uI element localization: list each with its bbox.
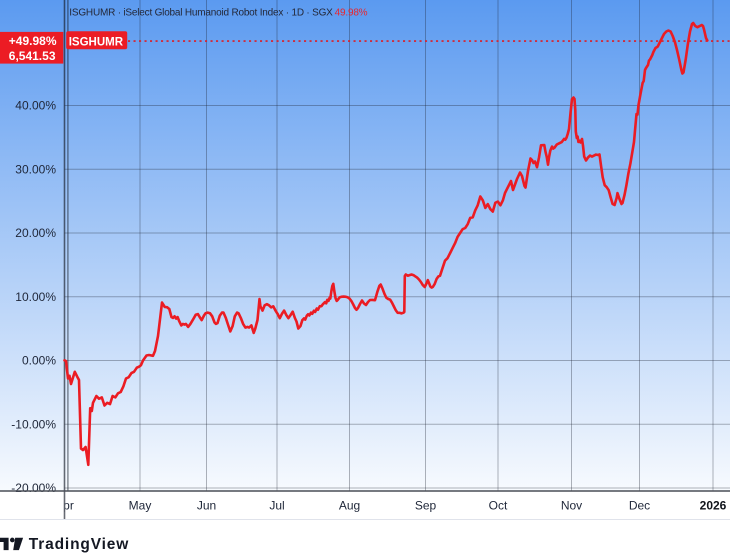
- svg-text:10.00%: 10.00%: [15, 290, 56, 304]
- svg-text:30.00%: 30.00%: [15, 162, 56, 176]
- svg-text:ISGHUMR: ISGHUMR: [69, 36, 124, 48]
- svg-text:May: May: [129, 499, 152, 513]
- svg-text:Sep: Sep: [415, 499, 437, 513]
- svg-text:-10.00%: -10.00%: [11, 417, 56, 431]
- svg-text:ISGHUMR · iSelect Global Human: ISGHUMR · iSelect Global Humanoid Robot …: [69, 8, 367, 19]
- svg-text:2026: 2026: [700, 499, 727, 513]
- svg-text:Dec: Dec: [629, 499, 650, 513]
- svg-text:Jul: Jul: [269, 499, 284, 513]
- svg-text:TradingView: TradingView: [29, 536, 129, 553]
- svg-text:6,541.53: 6,541.53: [9, 49, 56, 63]
- svg-text:+49.98%: +49.98%: [9, 34, 57, 48]
- svg-text:Jun: Jun: [197, 499, 216, 513]
- svg-text:0.00%: 0.00%: [22, 354, 56, 368]
- svg-text:Aug: Aug: [339, 499, 360, 513]
- svg-text:Apr: Apr: [55, 499, 74, 513]
- svg-text:40.00%: 40.00%: [15, 99, 56, 113]
- svg-text:Oct: Oct: [489, 499, 508, 513]
- svg-text:Nov: Nov: [561, 499, 582, 513]
- svg-text:20.00%: 20.00%: [15, 226, 56, 240]
- svg-text:-20.00%: -20.00%: [11, 481, 56, 495]
